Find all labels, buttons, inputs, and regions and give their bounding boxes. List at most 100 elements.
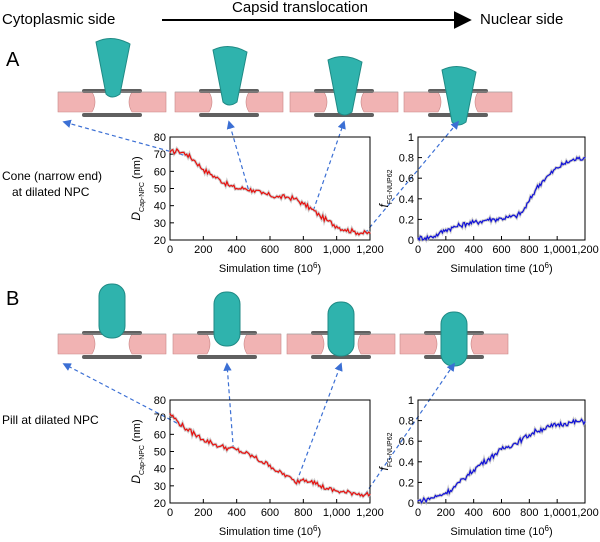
data-point [431,497,433,499]
data-point [584,421,586,423]
nucleoporin-ring [197,355,257,359]
x-tick-label: 1,000 [323,244,351,256]
data-point [219,445,221,447]
npc-snapshot [286,301,396,359]
data-point [194,160,196,162]
data-point [327,220,329,222]
snapshot-pointer-arrow [62,119,191,158]
x-tick-label: 200 [437,244,455,256]
data-point [500,217,503,219]
data-point [227,447,229,449]
y-tick-label: 30 [154,218,166,230]
data-point [459,481,461,483]
data-point [169,413,171,415]
x-tick-label: 800 [294,507,312,519]
y-tick-label: 40 [154,464,166,476]
nuclear-envelope-right [128,333,167,355]
snapshot-pointer-arrow [364,362,455,495]
snapshot-pointer-arrow [312,120,346,211]
data-point [294,481,296,483]
data-point [302,478,304,480]
y-tick-label: 80 [154,132,166,144]
x-tick-label: 1,200 [356,244,384,256]
y-axis-label: fFG-NUP62 [377,432,394,470]
snapshot-pointer-arrow [364,120,460,234]
data-point [563,423,565,425]
npc-snapshot [57,283,167,359]
data-point [236,187,238,190]
panel-label-b: B [6,288,19,310]
chart-B-distance: 0 200 400 600 800 1,000 1,200 20 30 40 50 60 70 80 Sim… [129,395,384,538]
x-tick-label: 800 [520,507,538,519]
data-point [194,433,196,435]
chart-B-fraction: 0 200 400 600 800 1,000 1,200 0 0.2 0.4 0.6 0.8 1 Sim… [377,395,599,538]
data-point [500,448,503,451]
x-tick-label: 0 [167,244,173,256]
x-tick-label: 1,200 [356,507,384,519]
x-tick-label: 600 [492,244,510,256]
x-tick-label: 400 [464,507,482,519]
nuclear-envelope-left [289,91,328,113]
x-tick-label: 800 [294,244,312,256]
data-point [369,232,371,234]
x-tick-label: 1,000 [543,507,571,519]
capsid-shape [213,291,241,347]
nuclear-envelope-right [470,333,509,355]
data-point [177,150,179,152]
plot-frame [417,399,586,504]
series-noise-band [168,145,371,238]
nuclear-envelope-right [128,91,167,113]
nuclear-envelope-left [57,91,96,113]
header-center: Capsid translocation [232,0,368,16]
capsid-shape [327,301,355,357]
data-point [507,216,510,218]
data-point [438,233,440,235]
data-point [577,421,579,423]
data-point [336,225,338,227]
charts: 0 200 400 600 800 1,000 1,20020304050607080Sim… [129,132,599,538]
x-tick-label: 1,000 [323,507,351,519]
y-axis-label: fFG-NUP62 [377,169,394,207]
npc-snapshot [403,66,513,126]
y-tick-label: 0.6 [399,436,414,448]
panel-label-a: A [6,49,20,71]
data-point [252,456,254,458]
y-tick-label: 70 [154,149,166,161]
npc-snapshot [172,291,282,359]
data-point [542,179,544,181]
data-point [202,438,204,441]
data-point [424,499,426,501]
npc-snapshot [174,46,284,117]
x-tick-label: 600 [492,507,510,519]
data-point [507,445,510,447]
plot-frame [417,136,586,241]
y-tick-label: 60 [154,166,166,178]
data-point [186,153,188,155]
condition-b-line1: Pill at dilated NPC [2,413,99,427]
x-tick-label: 200 [437,507,455,519]
data-point [361,232,363,234]
series-noise-band [417,416,587,507]
data-point [535,187,537,190]
data-point [236,449,238,451]
y-tick-label: 0.8 [399,153,414,165]
data-point [252,189,254,191]
header-left: Cytoplasmic side [2,11,115,28]
series-noise-band [168,412,372,499]
data-point [202,169,204,171]
data-point [286,474,288,477]
data-point [311,208,313,210]
data-point [563,163,565,165]
x-tick-label: 600 [261,244,279,256]
data-point [286,196,288,198]
y-tick-label: 0.8 [399,416,414,428]
nuclear-envelope-left [399,333,438,355]
data-point [514,442,517,444]
x-tick-label: 400 [227,244,245,256]
series-line [417,418,586,505]
series-line [169,147,371,236]
x-axis-label: Simulation time (106) [219,261,321,276]
data-point [577,158,579,160]
data-point [417,500,419,502]
data-point [319,485,321,487]
